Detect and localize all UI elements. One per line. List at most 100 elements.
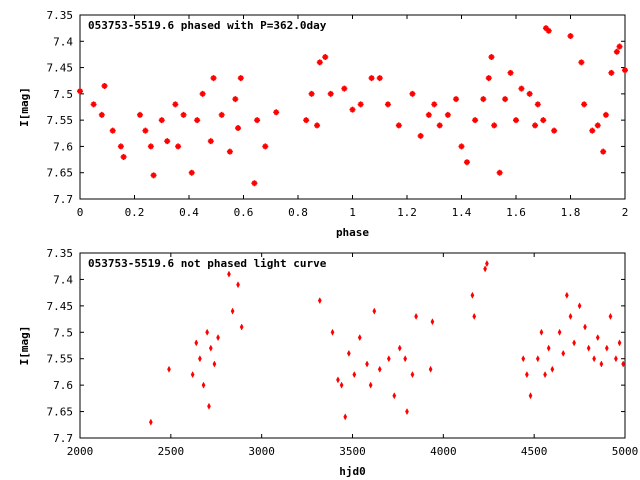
panel-1-plot-frame — [79, 252, 626, 439]
panel-0-data-point — [425, 111, 432, 118]
panel-0-data-point — [534, 101, 541, 108]
panel-0-data-point — [417, 132, 424, 139]
panel-0-data-point — [458, 143, 465, 150]
panel-1-data-point — [346, 349, 351, 357]
panel-0-data-point — [322, 54, 329, 61]
panel-1-data-point — [472, 312, 477, 320]
panel-0-data-point — [409, 90, 416, 97]
panel-1-data-point — [194, 339, 199, 347]
panel-0-data-point — [235, 125, 242, 132]
panel-1-y-tick-label: 7.5 — [53, 326, 73, 339]
panel-0-data-point — [77, 88, 83, 95]
panel-0-data-point — [262, 143, 269, 150]
panel-0-data-point — [496, 169, 503, 176]
panel-1-x-tick-label: 4500 — [521, 445, 548, 458]
panel-0-x-tick-label: 0.2 — [125, 206, 145, 219]
panel-0-y-tick-label: 7.7 — [53, 193, 73, 206]
panel-0-data-point — [602, 111, 609, 118]
panel-0-data-point — [207, 138, 214, 145]
panel-0-data-point — [480, 96, 487, 103]
panel-0-data-point — [616, 43, 623, 50]
panel-1-data-point — [617, 339, 622, 347]
panel-0-x-tick-label: 1 — [349, 206, 356, 219]
panel-0-data-point — [341, 85, 348, 92]
panel-1-data-point — [535, 355, 540, 363]
panel-0-data-point — [594, 122, 601, 129]
panel-1-data-point — [546, 344, 551, 352]
panel-1-data-point — [207, 402, 211, 410]
panel-1-data-point — [343, 413, 348, 421]
panel-0-data-point — [316, 59, 323, 66]
panel-0-x-tick-label: 1.4 — [452, 206, 472, 219]
panel-0-data-point — [194, 117, 201, 124]
panel-1-x-tick-label: 2500 — [158, 445, 185, 458]
panel-1-data-point — [212, 360, 217, 368]
panel-1-data-point — [568, 312, 573, 320]
panel-1-data-point — [525, 371, 529, 379]
panel-0-data-point — [518, 85, 525, 92]
panel-0-data-point — [453, 96, 460, 103]
panel-0-y-tick-label: 7.65 — [47, 167, 74, 180]
panel-0-x-tick-label: 2 — [622, 206, 629, 219]
panel-1-data-point — [564, 291, 569, 299]
panel-0-data-point — [109, 127, 116, 134]
panel-1-data-point — [392, 392, 397, 400]
panel-1-data-point — [410, 371, 415, 379]
panel-0-data-point — [136, 111, 143, 118]
panel-0-data-point — [540, 117, 547, 124]
panel-1-y-tick-label: 7.35 — [47, 247, 74, 260]
panel-1-y-tick-label: 7.65 — [47, 406, 74, 419]
panel-1-data-point — [386, 355, 391, 363]
panel-0-x-tick-label: 1.8 — [561, 206, 581, 219]
panel-0-data-point — [444, 111, 451, 118]
panel-1-data-point — [608, 312, 613, 320]
panel-0-data-point — [485, 75, 492, 82]
panel-0-y-tick-label: 7.55 — [47, 114, 74, 127]
unphased-light-curve-panel: 2000 2500 3000 3500 4000 4500 5000 7.35 7.4 7.45 7… — [18, 247, 638, 478]
panel-0-data-point — [327, 90, 334, 97]
panel-1-data-point — [586, 344, 591, 352]
panel-1-data-point — [621, 360, 626, 368]
panel-0-x-tick-label: 0.4 — [179, 206, 199, 219]
panel-1-data-point — [190, 371, 195, 379]
panel-0-data-point — [232, 96, 239, 103]
panel-0-data-point — [357, 101, 364, 108]
panel-0-x-tick-label: 1.6 — [506, 206, 526, 219]
panel-1-data-point — [198, 355, 202, 363]
panel-0-data-point — [349, 106, 356, 113]
panel-0-data-point — [551, 127, 558, 134]
panel-0-data-point — [589, 127, 596, 134]
panel-1-data-point — [595, 334, 600, 342]
panel-0-data-point — [545, 27, 552, 34]
panel-0-data-point — [254, 117, 261, 124]
panel-1-data-point — [528, 392, 533, 400]
panel-1-data-point — [470, 291, 475, 299]
panel-0-data-point — [180, 111, 187, 118]
panel-0-data-point — [567, 33, 574, 40]
panel-0-data-point — [210, 75, 217, 82]
panel-1-data-point — [336, 376, 340, 384]
panel-0-y-tick-label: 7.35 — [47, 9, 74, 22]
panel-0-data-point — [488, 54, 495, 61]
panel-0-data-point — [436, 122, 443, 129]
panel-0-data-point — [578, 59, 585, 66]
panel-1-data-point — [236, 281, 240, 289]
panel-0-data-point — [532, 122, 539, 129]
panel-1-data-point — [543, 371, 547, 379]
panel-0-data-point — [164, 138, 171, 145]
panel-1-data-point — [557, 328, 562, 336]
panel-0-x-tick-label: 1.2 — [397, 206, 417, 219]
panel-1-y-tick-label: 7.4 — [53, 273, 73, 286]
panel-1-data-point — [403, 355, 408, 363]
panel-0-data-point — [226, 148, 233, 155]
panel-0-data-point — [120, 153, 127, 160]
panel-0-data-point — [273, 109, 280, 116]
panel-1-y-axis-label: I[mag] — [18, 326, 31, 366]
panel-0-data-point — [142, 127, 149, 134]
panel-0-title: 053753-5519.6 phased with P=362.0day — [88, 19, 327, 32]
panel-1-data-point — [539, 328, 544, 336]
panel-0-data-point — [314, 122, 321, 129]
panel-1-data-point — [397, 344, 402, 352]
panel-1-data-point — [372, 307, 377, 315]
panel-1-y-tick-label: 7.7 — [53, 432, 73, 445]
